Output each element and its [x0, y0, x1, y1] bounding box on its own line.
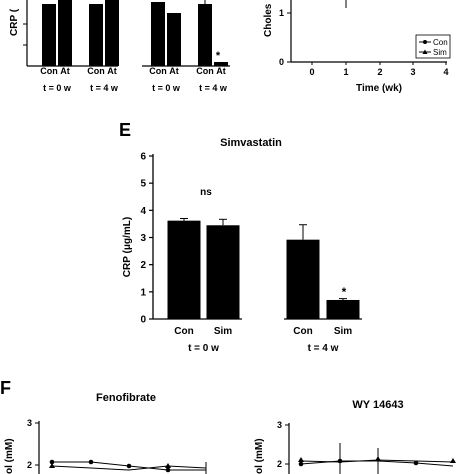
- wy14643-title: WY 14643: [352, 399, 403, 411]
- wy14643-y-tick-label: 3: [277, 420, 282, 430]
- bar: [286, 239, 320, 319]
- top-right-x-tick-label: 4: [443, 67, 448, 77]
- top-left-group-label: t = 4 w: [199, 83, 228, 93]
- chart-title: Simvastatin: [220, 137, 282, 149]
- top-left-category: At: [60, 66, 70, 76]
- top-left-significance: *: [216, 50, 221, 62]
- y-tick-label: 0: [140, 315, 146, 326]
- fenofibrate-marker-con: [88, 459, 94, 465]
- legend-label-con: Con: [433, 38, 448, 47]
- fenofibrate-marker-con: [126, 463, 132, 469]
- wy14643-marker-sim: [298, 457, 304, 462]
- group-labels: t = 0 w t = 4 w: [188, 343, 339, 354]
- top-left-bar: [42, 4, 56, 66]
- y-tick-label: 2: [140, 260, 146, 271]
- category-labels: Con Sim Con Sim: [174, 326, 352, 337]
- top-left-bar: [151, 2, 165, 66]
- top-right-xlabel: Time (wk): [356, 83, 402, 94]
- fenofibrate-series-sim: [51, 465, 207, 471]
- y-axis: 0 1 2 3 4 5 6: [140, 152, 154, 326]
- wy14643-marker-con: [298, 461, 304, 467]
- legend-marker-con: [423, 40, 427, 44]
- top-right-x-tick-label: 0: [309, 67, 314, 77]
- wy14643-marker-sim: [450, 458, 456, 463]
- fenofibrate-marker-sim: [49, 463, 55, 468]
- top-left-category: At: [107, 66, 117, 76]
- fenofibrate-y-tick-label: 3: [27, 418, 32, 428]
- top-left-category: At: [216, 66, 226, 76]
- y-tick-label: 5: [140, 179, 146, 190]
- group-label: t = 0 w: [188, 343, 219, 354]
- group-label: t = 4 w: [308, 343, 339, 354]
- fenofibrate-marker-con: [165, 467, 171, 473]
- top-left-bar: [58, 0, 72, 66]
- top-right-x-tick-label: 3: [410, 67, 415, 77]
- fenofibrate-title: Fenofibrate: [96, 392, 156, 404]
- y-tick-label: 6: [140, 152, 146, 163]
- top-left-category: At: [169, 66, 179, 76]
- category-label: Con: [174, 326, 193, 337]
- category-label: Sim: [334, 326, 352, 337]
- panel-letter-F: F: [0, 378, 11, 398]
- top-left-bar: [105, 0, 119, 66]
- fenofibrate-y-tick-label: 2: [27, 460, 32, 470]
- top-left-ylabel: CRP (: [9, 8, 20, 36]
- panel-letter-E: E: [119, 120, 131, 140]
- panel-top-right: Choles 1 0 0 1 2 3 4 Time (wk) Con Sim: [263, 0, 451, 94]
- top-left-bar: [167, 13, 181, 66]
- top-left-category: Con: [87, 66, 105, 76]
- top-left-bar: [89, 4, 103, 66]
- top-left-category: Con: [40, 66, 58, 76]
- legend-label-sim: Sim: [433, 48, 447, 57]
- top-right-legend: Con Sim: [415, 34, 451, 59]
- top-right-ylabel: Choles: [263, 3, 274, 37]
- fenofibrate-marker-sim: [165, 463, 171, 468]
- y-tick-label: 4: [140, 206, 146, 217]
- legend-marker-sim: [422, 49, 428, 54]
- wy14643-marker-con: [413, 460, 419, 466]
- wy14643-marker-con: [337, 458, 343, 464]
- fenofibrate-marker-con: [49, 459, 55, 465]
- panel-top-left: CRP ( * Con At Con At Con At Con At t = …: [9, 0, 230, 93]
- bar: [326, 299, 360, 319]
- wy14643-y-tick-label: 2: [277, 459, 282, 469]
- wy14643-ylabel: ol (mM): [254, 438, 265, 474]
- top-left-category: Con: [196, 66, 214, 76]
- wy14643-marker-sim: [375, 456, 381, 461]
- chart-ylabel: CRP (μg/mL): [122, 217, 133, 277]
- y-tick-label: 3: [140, 233, 146, 244]
- top-left-category: Con: [149, 66, 167, 76]
- category-label: Con: [293, 326, 312, 337]
- top-left-group-label: t = 0 w: [152, 83, 181, 93]
- significance-ns: ns: [200, 187, 212, 198]
- bars: [167, 217, 360, 319]
- bar: [206, 225, 240, 319]
- fenofibrate-ylabel: ol (mM): [4, 438, 15, 474]
- significance-star: *: [342, 285, 347, 299]
- top-right-x-tick-label: 1: [343, 67, 348, 77]
- panel-E: E Simvastatin CRP (μg/mL) 0 1 2 3 4 5 6 Con Sim…: [119, 120, 362, 354]
- top-left-group-label: t = 0 w: [43, 83, 72, 93]
- top-left-group-label: t = 4 w: [90, 83, 119, 93]
- top-left-bar: [214, 62, 228, 66]
- bar: [167, 220, 201, 319]
- top-right-x-tick-label: 2: [377, 67, 382, 77]
- top-right-y-tick-label: 0: [279, 57, 284, 67]
- top-right-y-tick-label: 1: [279, 8, 284, 18]
- top-left-bar: [198, 4, 212, 66]
- y-tick-label: 1: [140, 287, 146, 298]
- category-label: Sim: [214, 326, 232, 337]
- panel-F: F Fenofibrate ol (mM) 3 2 WY 14643 ol (m…: [0, 378, 456, 474]
